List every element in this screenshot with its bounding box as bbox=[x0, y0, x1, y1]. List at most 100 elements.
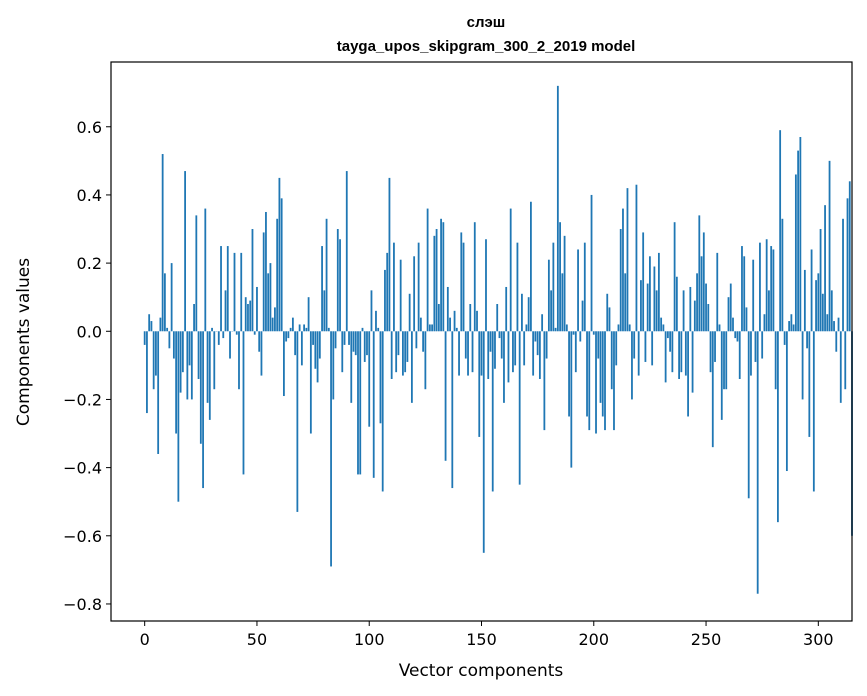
bar-17 bbox=[181, 331, 184, 373]
bar-47 bbox=[249, 300, 252, 332]
bar-126 bbox=[426, 208, 429, 332]
bar-64 bbox=[287, 331, 290, 339]
bar-2 bbox=[148, 314, 151, 332]
bar-0 bbox=[143, 331, 146, 345]
bar-266 bbox=[741, 246, 743, 332]
bar-142 bbox=[462, 242, 465, 332]
bar-68 bbox=[296, 331, 299, 512]
y-tick-label: 0.0 bbox=[77, 322, 102, 341]
bar-25 bbox=[199, 331, 202, 444]
bar-181 bbox=[550, 290, 553, 332]
bar-243 bbox=[689, 286, 692, 332]
bar-203 bbox=[599, 331, 602, 403]
bar-189 bbox=[568, 331, 570, 417]
bar-24 bbox=[197, 331, 200, 379]
bar-259 bbox=[725, 331, 728, 390]
bar-115 bbox=[402, 331, 404, 376]
bar-275 bbox=[761, 331, 764, 359]
y-axis-ticks: −0.8 −0.6 −0.4 −0.2 0.0 0.2 0.4 0.6 bbox=[63, 118, 111, 614]
bar-216 bbox=[628, 324, 631, 332]
bar-149 bbox=[478, 331, 481, 437]
bar-15 bbox=[177, 331, 180, 502]
bar-61 bbox=[280, 198, 283, 332]
x-tick-label: 150 bbox=[466, 630, 497, 649]
bar-58 bbox=[274, 307, 276, 332]
bar-267 bbox=[743, 256, 746, 332]
bar-60 bbox=[278, 177, 281, 332]
bar-261 bbox=[729, 283, 732, 332]
bar-10 bbox=[166, 327, 169, 332]
bar-14 bbox=[175, 331, 178, 434]
bar-122 bbox=[417, 242, 420, 332]
bar-118 bbox=[408, 293, 411, 332]
bar-6 bbox=[157, 331, 160, 454]
bar-71 bbox=[303, 324, 306, 332]
bar-183 bbox=[554, 327, 557, 332]
bar-45 bbox=[244, 297, 247, 332]
bar-98 bbox=[363, 331, 366, 362]
bar-69 bbox=[298, 324, 301, 332]
bar-195 bbox=[581, 300, 584, 332]
bar-222 bbox=[642, 232, 645, 332]
bar-50 bbox=[256, 286, 258, 332]
bar-224 bbox=[646, 283, 649, 332]
bar-182 bbox=[552, 242, 555, 332]
bar-95 bbox=[357, 331, 359, 475]
bar-302 bbox=[821, 293, 824, 332]
bar-67 bbox=[294, 331, 297, 356]
bar-161 bbox=[505, 286, 508, 332]
bar-296 bbox=[808, 331, 811, 437]
bar-1 bbox=[146, 331, 148, 414]
bar-306 bbox=[830, 290, 833, 332]
bar-279 bbox=[770, 246, 773, 332]
bar-109 bbox=[388, 177, 391, 332]
bar-269 bbox=[747, 331, 750, 499]
bar-51 bbox=[258, 331, 261, 352]
bar-295 bbox=[806, 331, 808, 349]
bar-99 bbox=[366, 331, 368, 356]
bar-66 bbox=[291, 317, 294, 332]
x-tick-label: 100 bbox=[354, 630, 385, 649]
bar-167 bbox=[518, 331, 521, 485]
bar-124 bbox=[422, 331, 425, 352]
bar-65 bbox=[289, 327, 292, 332]
bar-234 bbox=[669, 331, 672, 352]
bar-294 bbox=[803, 269, 806, 332]
x-axis-ticks: 0 50 100 150 200 250 300 bbox=[140, 621, 834, 649]
bar-305 bbox=[828, 160, 831, 332]
bar-292 bbox=[799, 136, 802, 332]
bar-310 bbox=[839, 331, 842, 403]
bar-148 bbox=[476, 310, 478, 332]
bar-139 bbox=[455, 327, 458, 332]
bar-150 bbox=[480, 331, 483, 376]
bar-290 bbox=[794, 174, 797, 332]
bar-33 bbox=[217, 331, 220, 345]
bar-246 bbox=[696, 273, 698, 332]
bar-72 bbox=[305, 327, 308, 332]
bar-213 bbox=[622, 208, 624, 332]
bar-108 bbox=[386, 252, 389, 332]
bar-185 bbox=[559, 222, 561, 332]
bar-312 bbox=[844, 331, 847, 390]
bar-4 bbox=[152, 331, 155, 390]
bar-180 bbox=[547, 259, 550, 332]
bar-series bbox=[143, 85, 853, 594]
y-tick-label: 0.2 bbox=[77, 254, 102, 273]
bar-55 bbox=[267, 273, 270, 332]
bar-255 bbox=[716, 252, 719, 332]
bar-59 bbox=[276, 218, 279, 332]
bar-178 bbox=[543, 331, 546, 431]
bar-147 bbox=[473, 222, 476, 332]
bar-22 bbox=[193, 304, 195, 332]
bar-285 bbox=[783, 331, 786, 345]
bar-209 bbox=[613, 331, 615, 431]
bar-297 bbox=[810, 249, 813, 332]
bar-157 bbox=[496, 304, 499, 332]
bar-27 bbox=[204, 208, 207, 332]
bar-311 bbox=[842, 218, 844, 332]
bar-146 bbox=[471, 331, 474, 373]
bar-169 bbox=[523, 331, 526, 366]
bar-136 bbox=[449, 317, 451, 332]
bar-145 bbox=[469, 304, 472, 332]
